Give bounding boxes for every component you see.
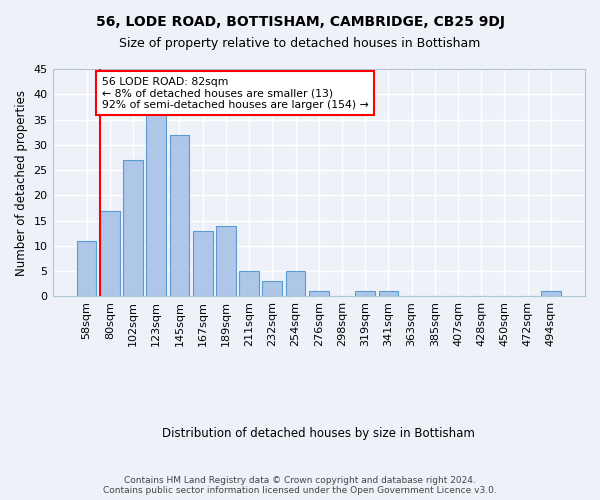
Bar [309, 292, 329, 296]
Bar [77, 241, 97, 296]
Bar [170, 134, 190, 296]
Bar [146, 110, 166, 296]
X-axis label: Distribution of detached houses by size in Bottisham: Distribution of detached houses by size … [163, 427, 475, 440]
Y-axis label: Number of detached properties: Number of detached properties [15, 90, 28, 276]
Bar [100, 210, 119, 296]
Text: 56 LODE ROAD: 82sqm
← 8% of detached houses are smaller (13)
92% of semi-detache: 56 LODE ROAD: 82sqm ← 8% of detached hou… [102, 76, 368, 110]
Bar [355, 292, 375, 296]
Bar [239, 271, 259, 296]
Bar [216, 226, 236, 296]
Bar [193, 230, 212, 296]
Bar [286, 271, 305, 296]
Text: Size of property relative to detached houses in Bottisham: Size of property relative to detached ho… [119, 38, 481, 51]
Bar [379, 292, 398, 296]
Bar [262, 282, 282, 296]
Bar [541, 292, 561, 296]
Text: 56, LODE ROAD, BOTTISHAM, CAMBRIDGE, CB25 9DJ: 56, LODE ROAD, BOTTISHAM, CAMBRIDGE, CB2… [95, 15, 505, 29]
Text: Contains HM Land Registry data © Crown copyright and database right 2024.
Contai: Contains HM Land Registry data © Crown c… [103, 476, 497, 495]
Bar [123, 160, 143, 296]
